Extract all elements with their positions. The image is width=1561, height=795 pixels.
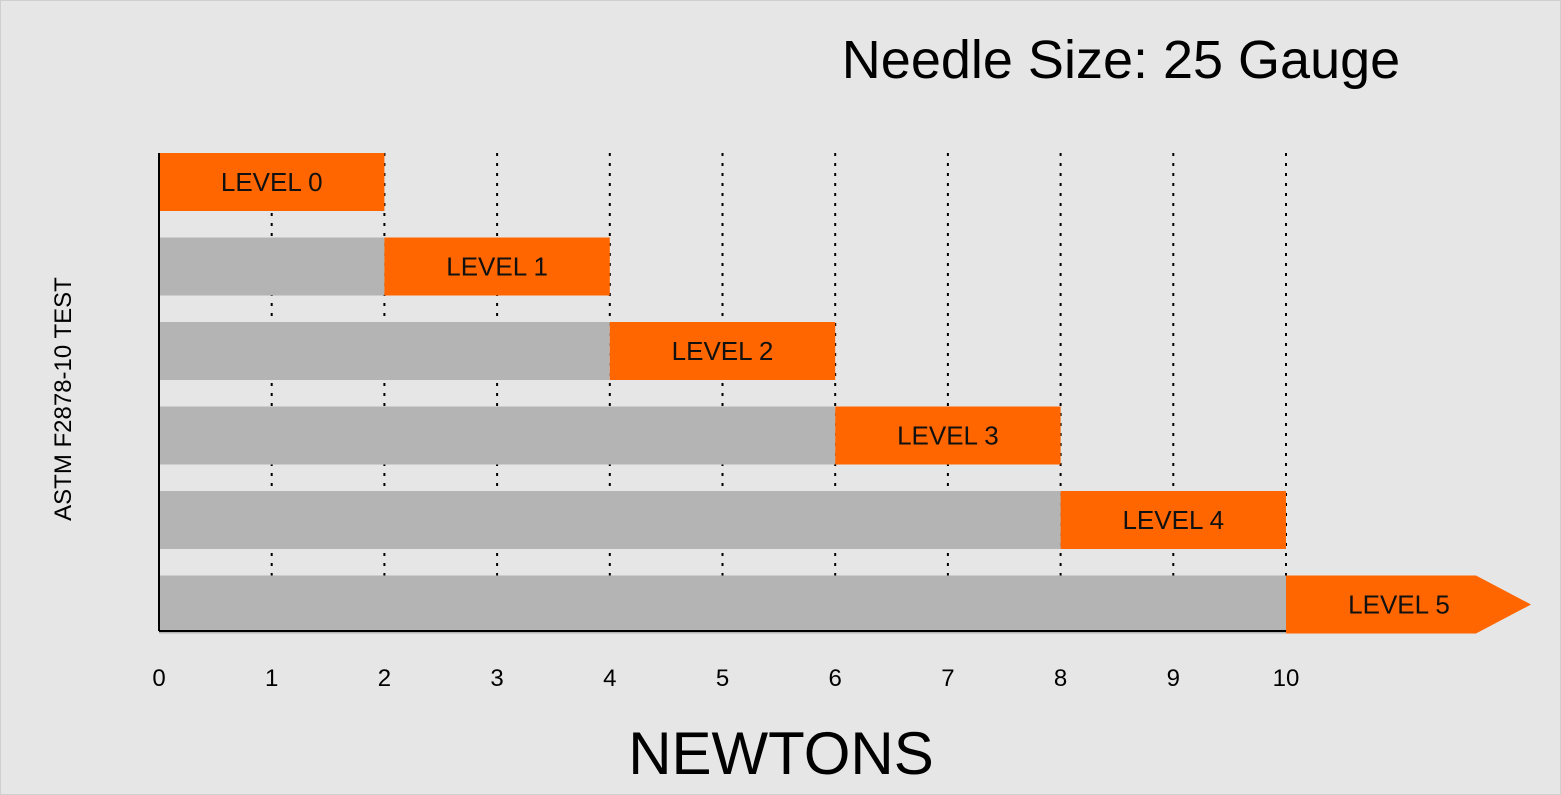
level-bar-2	[609, 322, 836, 380]
x-tick-8: 8	[1054, 665, 1067, 692]
base-bar-2	[159, 322, 610, 380]
y-axis-label: ASTM F2878-10 TEST	[50, 277, 77, 521]
x-tick-7: 7	[941, 665, 954, 692]
bars: LEVEL 0 LEVEL 1 LEVEL 2 LEVEL 3 LEVEL 4 LEVEL…	[159, 153, 1531, 634]
level-label-2: LEVEL 2	[672, 336, 774, 366]
axes	[158, 153, 1286, 632]
x-axis-label: NEWTONS	[628, 720, 934, 787]
x-tick-6: 6	[829, 665, 842, 692]
x-tick-0: 0	[152, 665, 165, 692]
base-bar-3	[159, 406, 836, 465]
tick-labels: 0 1 2 3 4 5 6 7 8 9 10	[152, 665, 1299, 692]
x-tick-3: 3	[490, 665, 503, 692]
base-bar-1	[159, 237, 385, 296]
x-tick-1: 1	[265, 665, 278, 692]
chart-title: Needle Size: 25 Gauge	[842, 30, 1400, 90]
x-tick-4: 4	[603, 665, 616, 692]
x-tick-10: 10	[1273, 665, 1300, 692]
level-arrow-5	[1286, 575, 1531, 634]
level-bar-4	[1060, 491, 1286, 549]
level-bar-0	[159, 153, 385, 211]
level-label-5: LEVEL 5	[1348, 590, 1450, 620]
grid-lines	[270, 153, 1287, 631]
x-tick-9: 9	[1167, 665, 1180, 692]
x-tick-2: 2	[378, 665, 391, 692]
base-bar-5	[159, 575, 1286, 634]
x-tick-5: 5	[716, 665, 729, 692]
level-bar-3	[835, 406, 1061, 465]
level-label-3: LEVEL 3	[897, 421, 999, 451]
level-label-4: LEVEL 4	[1122, 505, 1224, 535]
level-label-1: LEVEL 1	[446, 252, 548, 282]
level-label-0: LEVEL 0	[221, 167, 323, 197]
level-bar-1	[384, 237, 610, 296]
base-bar-4	[159, 491, 1061, 549]
